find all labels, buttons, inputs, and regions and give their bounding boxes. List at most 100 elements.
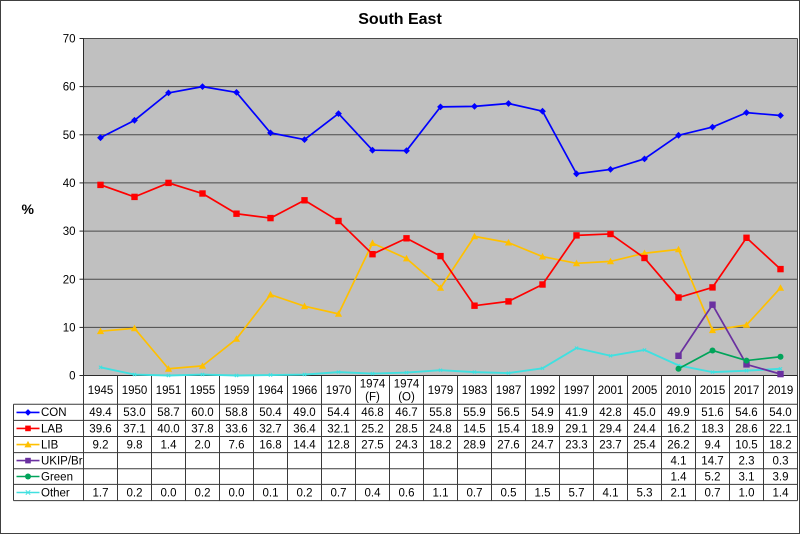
svg-text:0.2: 0.2 xyxy=(297,487,313,499)
svg-text:3.1: 3.1 xyxy=(739,471,755,483)
svg-text:%: % xyxy=(22,201,35,217)
svg-text:24.4: 24.4 xyxy=(633,423,656,435)
svg-text:5.3: 5.3 xyxy=(637,487,653,499)
svg-text:60: 60 xyxy=(63,82,76,94)
svg-text:23.7: 23.7 xyxy=(599,439,621,451)
svg-text:28.5: 28.5 xyxy=(395,423,417,435)
svg-text:29.4: 29.4 xyxy=(599,423,622,435)
svg-text:49.9: 49.9 xyxy=(667,407,689,419)
svg-text:55.9: 55.9 xyxy=(463,407,485,419)
svg-text:2015: 2015 xyxy=(700,385,726,397)
svg-text:15.4: 15.4 xyxy=(497,423,520,435)
svg-text:24.7: 24.7 xyxy=(531,439,553,451)
svg-text:1.7: 1.7 xyxy=(93,487,109,499)
svg-text:54.6: 54.6 xyxy=(735,407,757,419)
svg-text:20: 20 xyxy=(63,274,76,286)
svg-text:32.1: 32.1 xyxy=(327,423,349,435)
svg-text:49.4: 49.4 xyxy=(89,407,112,419)
svg-text:25.4: 25.4 xyxy=(633,439,656,451)
svg-text:12.8: 12.8 xyxy=(327,439,349,451)
svg-text:2019: 2019 xyxy=(768,385,794,397)
svg-text:1987: 1987 xyxy=(496,385,522,397)
svg-text:0.4: 0.4 xyxy=(365,487,382,499)
svg-text:0.6: 0.6 xyxy=(399,487,415,499)
svg-text:37.8: 37.8 xyxy=(191,423,213,435)
svg-text:36.4: 36.4 xyxy=(293,423,316,435)
svg-text:1945: 1945 xyxy=(88,385,114,397)
svg-text:2.1: 2.1 xyxy=(671,487,687,499)
svg-text:0.2: 0.2 xyxy=(127,487,143,499)
svg-text:27.6: 27.6 xyxy=(497,439,519,451)
svg-text:2001: 2001 xyxy=(598,385,624,397)
svg-text:14.7: 14.7 xyxy=(701,456,723,468)
svg-text:54.9: 54.9 xyxy=(531,407,553,419)
svg-text:49.0: 49.0 xyxy=(293,407,315,419)
svg-text:1997: 1997 xyxy=(564,385,590,397)
svg-text:2017: 2017 xyxy=(734,385,760,397)
svg-text:22.1: 22.1 xyxy=(769,423,791,435)
svg-text:(O): (O) xyxy=(398,392,415,404)
svg-text:1959: 1959 xyxy=(224,385,250,397)
svg-text:33.6: 33.6 xyxy=(225,423,247,435)
svg-text:54.4: 54.4 xyxy=(327,407,350,419)
svg-text:40: 40 xyxy=(63,178,76,190)
svg-text:1.4: 1.4 xyxy=(671,471,688,483)
svg-text:55.8: 55.8 xyxy=(429,407,451,419)
svg-text:0.0: 0.0 xyxy=(161,487,177,499)
svg-text:14.5: 14.5 xyxy=(463,423,485,435)
svg-text:7.6: 7.6 xyxy=(229,439,245,451)
svg-text:54.0: 54.0 xyxy=(769,407,791,419)
svg-text:37.1: 37.1 xyxy=(123,423,145,435)
svg-text:1974: 1974 xyxy=(394,379,420,391)
svg-text:4.1: 4.1 xyxy=(671,456,687,468)
svg-text:0.7: 0.7 xyxy=(467,487,483,499)
svg-text:30: 30 xyxy=(63,226,76,238)
svg-text:14.4: 14.4 xyxy=(293,439,316,451)
svg-text:UKIP/Br: UKIP/Br xyxy=(41,456,83,468)
svg-text:2005: 2005 xyxy=(632,385,658,397)
svg-text:1983: 1983 xyxy=(462,385,488,397)
svg-text:53.0: 53.0 xyxy=(123,407,145,419)
svg-text:0.2: 0.2 xyxy=(195,487,211,499)
svg-text:0.1: 0.1 xyxy=(263,487,279,499)
svg-text:16.8: 16.8 xyxy=(259,439,281,451)
svg-text:0.0: 0.0 xyxy=(229,487,245,499)
svg-text:1.5: 1.5 xyxy=(535,487,551,499)
svg-text:1955: 1955 xyxy=(190,385,216,397)
svg-text:45.0: 45.0 xyxy=(633,407,655,419)
svg-text:58.8: 58.8 xyxy=(225,407,247,419)
svg-text:24.3: 24.3 xyxy=(395,439,417,451)
svg-text:0.5: 0.5 xyxy=(501,487,517,499)
svg-text:CON: CON xyxy=(41,407,67,419)
svg-text:0.7: 0.7 xyxy=(705,487,721,499)
svg-text:46.8: 46.8 xyxy=(361,407,383,419)
svg-text:41.9: 41.9 xyxy=(565,407,587,419)
svg-text:60.0: 60.0 xyxy=(191,407,213,419)
svg-text:39.6: 39.6 xyxy=(89,423,111,435)
svg-text:16.2: 16.2 xyxy=(667,423,689,435)
svg-text:56.5: 56.5 xyxy=(497,407,519,419)
svg-text:4.1: 4.1 xyxy=(603,487,619,499)
svg-text:2010: 2010 xyxy=(666,385,692,397)
svg-text:1979: 1979 xyxy=(428,385,454,397)
svg-text:18.3: 18.3 xyxy=(701,423,723,435)
svg-text:LIB: LIB xyxy=(41,439,59,451)
svg-text:29.1: 29.1 xyxy=(565,423,587,435)
svg-text:42.8: 42.8 xyxy=(599,407,621,419)
svg-text:5.2: 5.2 xyxy=(705,471,721,483)
svg-text:9.4: 9.4 xyxy=(705,439,722,451)
svg-text:24.8: 24.8 xyxy=(429,423,451,435)
svg-text:26.2: 26.2 xyxy=(667,439,689,451)
svg-text:23.3: 23.3 xyxy=(565,439,587,451)
svg-text:1950: 1950 xyxy=(122,385,148,397)
svg-text:1.1: 1.1 xyxy=(433,487,449,499)
svg-text:70: 70 xyxy=(63,34,76,46)
svg-text:1966: 1966 xyxy=(292,385,318,397)
svg-text:LAB: LAB xyxy=(41,423,63,435)
svg-text:1.4: 1.4 xyxy=(773,487,790,499)
svg-text:51.6: 51.6 xyxy=(701,407,723,419)
svg-text:32.7: 32.7 xyxy=(259,423,281,435)
svg-text:1992: 1992 xyxy=(530,385,556,397)
svg-text:1964: 1964 xyxy=(258,385,284,397)
svg-text:0: 0 xyxy=(69,371,75,383)
